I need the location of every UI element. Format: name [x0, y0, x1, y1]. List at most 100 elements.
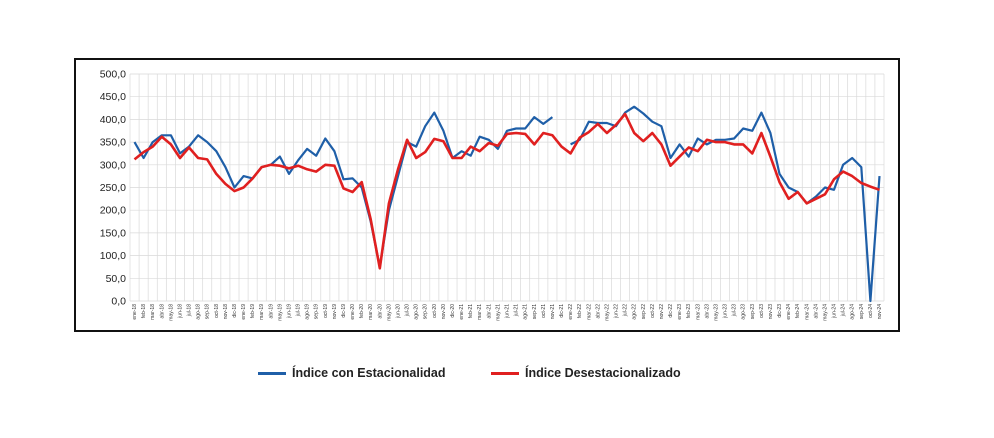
y-axis-ticks: 500,0 450,0 400,0 350,0 300,0 250,0 200,0 150,0… [100, 69, 126, 308]
x-tick-label: ago-22 [632, 304, 638, 320]
x-tick-label: oct-18 [214, 304, 220, 318]
x-tick-label: ene-22 [568, 304, 574, 320]
x-tick-label: abr-20 [377, 304, 383, 319]
x-tick-label: oct-23 [759, 304, 765, 318]
x-tick-label: mar-24 [804, 304, 810, 320]
x-tick-label: nov-19 [332, 304, 338, 320]
x-tick-label: sep-23 [750, 304, 756, 320]
x-tick-label: nov-18 [223, 304, 229, 320]
x-tick-label: jun-22 [614, 304, 620, 319]
x-tick-label: mar-20 [368, 304, 374, 320]
x-tick-label: jun-24 [832, 304, 838, 319]
x-tick-label: nov-20 [441, 304, 447, 320]
x-tick-label: oct-22 [650, 304, 656, 318]
legend-label-series-1: Índice con Estacionalidad [292, 366, 446, 380]
x-tick-label: dic-20 [450, 304, 456, 318]
x-tick-label: mar-21 [477, 304, 483, 320]
x-tick-label: may-19 [277, 304, 283, 321]
x-tick-label: jul-19 [296, 304, 302, 317]
y-tick-label: 250,0 [100, 182, 126, 194]
x-tick-label: may-24 [822, 304, 828, 321]
x-tick-label: feb-23 [686, 304, 692, 318]
x-tick-label: jul-21 [514, 304, 520, 317]
x-tick-label: mar-18 [150, 304, 156, 320]
x-tick-label: may-20 [386, 304, 392, 321]
x-tick-label: ago-24 [850, 304, 856, 320]
legend-label-series-2: Índice Desestacionalizado [525, 366, 681, 380]
line-chart: 500,0 450,0 400,0 350,0 300,0 250,0 200,0 150,0… [100, 69, 885, 321]
gridlines [129, 73, 885, 302]
x-tick-label: oct-20 [432, 304, 438, 318]
x-tick-label: nov-22 [659, 304, 665, 320]
x-tick-label: abr-18 [159, 304, 165, 319]
x-tick-label: jun-23 [723, 304, 729, 319]
y-tick-label: 450,0 [100, 91, 126, 103]
x-tick-label: jul-18 [187, 304, 193, 317]
legend-swatch-series-1 [258, 371, 286, 375]
legend-swatch-series-2 [491, 371, 519, 375]
x-tick-label: jun-21 [505, 304, 511, 319]
x-tick-label: jul-20 [405, 304, 411, 317]
x-tick-label: jul-22 [623, 304, 629, 317]
x-tick-label: may-22 [604, 304, 610, 321]
x-tick-label: feb-19 [250, 304, 256, 318]
x-tick-label: ene-23 [677, 304, 683, 320]
series-line-1 [133, 111, 554, 268]
x-tick-label: abr-24 [813, 304, 819, 319]
x-tick-label: sep-24 [859, 304, 865, 320]
x-tick-label: dic-21 [559, 304, 565, 318]
x-tick-label: mar-22 [586, 304, 592, 320]
x-tick-label: ene-19 [241, 304, 247, 320]
x-tick-label: abr-21 [486, 304, 492, 319]
x-tick-label: jun-20 [395, 304, 401, 319]
x-tick-label: oct-24 [868, 304, 874, 318]
x-tick-label: jul-23 [732, 304, 738, 317]
x-tick-label: jun-18 [177, 304, 183, 319]
x-tick-label: sep-22 [641, 304, 647, 320]
x-tick-label: abr-19 [268, 304, 274, 319]
legend-item-series-2: Índice Desestacionalizado [491, 362, 681, 384]
x-tick-label: ene-20 [350, 304, 356, 320]
y-tick-label: 350,0 [100, 137, 126, 149]
x-tick-label: mar-23 [695, 304, 701, 320]
x-tick-label: ago-20 [414, 304, 420, 320]
x-tick-label: ago-23 [741, 304, 747, 320]
x-tick-label: sep-18 [205, 304, 211, 320]
x-tick-label: dic-19 [341, 304, 347, 318]
x-tick-label: ene-24 [786, 304, 792, 320]
y-tick-label: 300,0 [100, 159, 126, 171]
legend-item-series-1: Índice con Estacionalidad [258, 362, 446, 384]
x-tick-label: dic-18 [232, 304, 238, 318]
x-tick-label: oct-21 [541, 304, 547, 318]
x-tick-label: feb-24 [795, 304, 801, 318]
x-tick-label: may-21 [495, 304, 501, 321]
y-tick-label: 500,0 [100, 69, 126, 81]
y-tick-label: 0,0 [111, 296, 126, 308]
x-tick-label: ene-18 [132, 304, 138, 320]
x-tick-label: dic-23 [777, 304, 783, 318]
y-tick-label: 200,0 [100, 205, 126, 217]
x-tick-label: jul-24 [841, 304, 847, 317]
y-tick-label: 400,0 [100, 114, 126, 126]
x-tick-label: nov-23 [768, 304, 774, 320]
x-tick-label: dic-22 [668, 304, 674, 318]
x-tick-label: ago-21 [523, 304, 529, 320]
x-tick-label: may-18 [168, 304, 174, 321]
x-tick-label: may-23 [713, 304, 719, 321]
x-tick-label: mar-19 [259, 304, 265, 320]
series-line-2 [133, 112, 880, 270]
x-tick-label: abr-23 [704, 304, 710, 319]
x-tick-label: jun-19 [286, 304, 292, 319]
x-tick-label: oct-19 [323, 304, 329, 318]
y-tick-label: 100,0 [100, 250, 126, 262]
x-tick-label: nov-21 [550, 304, 556, 320]
x-tick-label: abr-22 [595, 304, 601, 319]
x-tick-label: feb-21 [468, 304, 474, 318]
y-tick-label: 150,0 [100, 227, 126, 239]
series-lines [133, 105, 881, 303]
x-tick-label: feb-20 [359, 304, 365, 318]
x-tick-label: feb-18 [141, 304, 147, 318]
x-tick-label: sep-21 [532, 304, 538, 320]
chart-frame: 500,0 450,0 400,0 350,0 300,0 250,0 200,0 150,0… [74, 58, 900, 332]
x-axis-ticks: ene-18 feb-18 mar-18 abr-18 may-18 jun-18 jul-… [132, 304, 883, 321]
